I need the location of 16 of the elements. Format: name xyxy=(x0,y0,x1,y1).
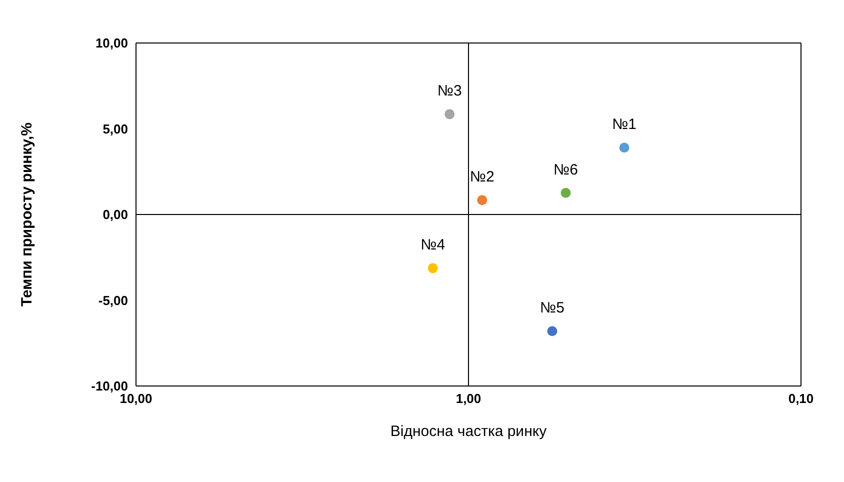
y-tick-label: 5,00 xyxy=(102,121,128,136)
series-label: №1 xyxy=(612,116,636,134)
series-label: №2 xyxy=(470,168,494,186)
series-label: №6 xyxy=(554,161,578,178)
x-tick-label: 10,00 xyxy=(120,391,152,406)
y-tick-label: 10,00 xyxy=(95,36,128,51)
series-label: №5 xyxy=(540,300,564,317)
y-tick-label: 0,00 xyxy=(102,207,128,222)
x-axis-title: Відносна частка ринку xyxy=(390,423,548,440)
series-label: №3 xyxy=(437,82,462,100)
series-label: №4 xyxy=(420,236,446,254)
x-tick-label: 1,00 xyxy=(456,391,482,406)
y-tick-label: -10,00 xyxy=(91,378,128,394)
y-axis-title: Темпи приросту ринку,% xyxy=(18,122,36,306)
y-tick-label: -5,00 xyxy=(98,292,128,308)
x-tick-label: 0,10 xyxy=(788,391,814,406)
